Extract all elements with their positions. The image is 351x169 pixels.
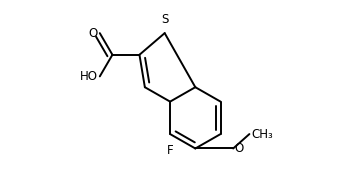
- Text: O: O: [234, 142, 243, 155]
- Text: O: O: [89, 27, 98, 40]
- Text: F: F: [167, 144, 173, 157]
- Text: CH₃: CH₃: [251, 128, 273, 141]
- Text: S: S: [161, 13, 168, 26]
- Text: HO: HO: [80, 70, 98, 83]
